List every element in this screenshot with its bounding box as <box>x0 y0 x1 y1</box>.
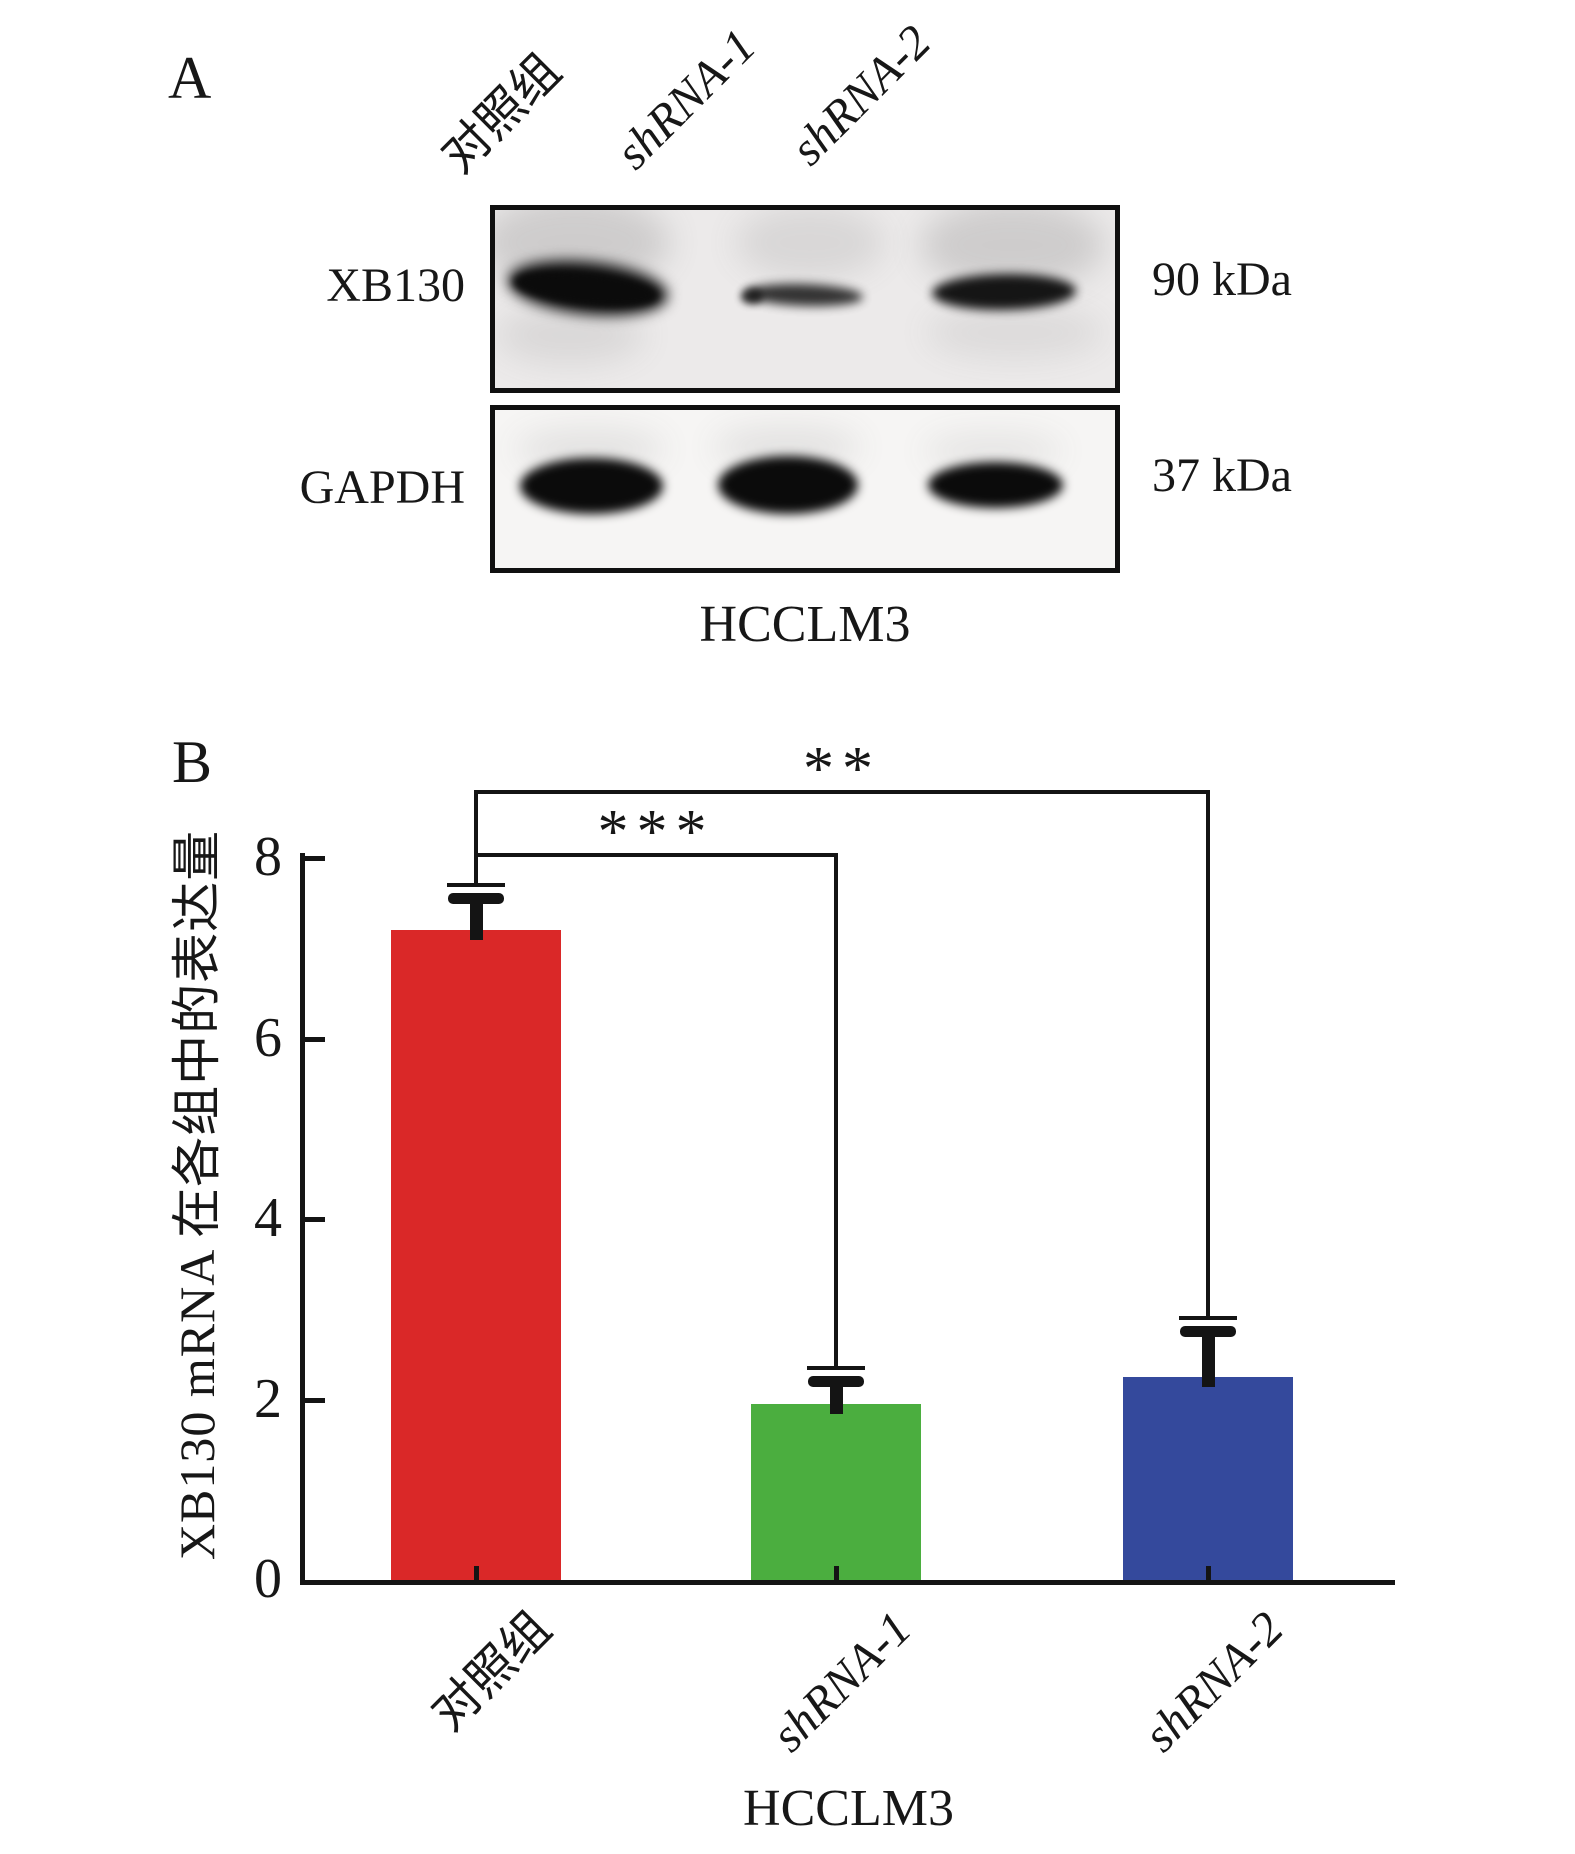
band-gapdh-shrna1 <box>718 456 858 514</box>
y-tick-label-2: 2 <box>254 1367 282 1430</box>
cell-line-label-panel-b: HCCLM3 <box>743 1780 954 1837</box>
western-blot-xb130 <box>490 205 1120 393</box>
weight-label-90kda: 90 kDa <box>1152 253 1292 306</box>
y-tick-6 <box>305 1036 325 1042</box>
panel-b-label: B <box>172 729 213 795</box>
x-tick-0 <box>474 1566 479 1580</box>
error-cap-thick-2 <box>1180 1326 1236 1338</box>
western-blot-gapdh <box>490 405 1120 573</box>
error-cap-thick-0 <box>448 893 504 905</box>
y-tick-label-4: 4 <box>254 1187 282 1249</box>
error-cap-thin-0 <box>447 883 505 888</box>
y-tick-label-0: 0 <box>254 1548 282 1610</box>
error-cap-thick-1 <box>808 1375 864 1387</box>
cell-line-label-panel-a: HCCLM3 <box>699 596 911 653</box>
y-tick-8 <box>305 856 325 861</box>
weight-label-37kda: 37 kDa <box>1152 449 1292 502</box>
error-cap-thin-2 <box>1179 1316 1237 1321</box>
blot-smudge <box>925 305 1105 360</box>
protein-label-gapdh: GAPDH <box>299 461 465 514</box>
protein-label-xb130: XB130 <box>326 259 465 312</box>
sig-drop-left-1 <box>474 794 478 884</box>
band-xb130-shrna1-dot <box>741 289 763 304</box>
bar-shRNA-1 <box>751 1404 921 1580</box>
x-tick-2 <box>1206 1566 1211 1580</box>
band-gapdh-shrna2 <box>928 462 1063 508</box>
sig-drop-right-1 <box>1206 794 1210 1317</box>
bar-shRNA-2 <box>1123 1376 1293 1580</box>
y-tick-4 <box>305 1217 325 1222</box>
y-tick-label-8: 8 <box>254 826 282 888</box>
panel-a-label: A <box>168 45 212 111</box>
x-axis-line <box>300 1580 1395 1585</box>
error-whisker-0 <box>470 904 483 941</box>
sig-label-0: *** <box>597 798 715 867</box>
sig-line-1 <box>474 790 1210 795</box>
bar-对照组 <box>391 930 561 1580</box>
error-whisker-1 <box>830 1386 843 1414</box>
sig-label-1: ** <box>803 735 881 804</box>
sig-line-0 <box>474 853 838 858</box>
x-tick-1 <box>834 1566 839 1580</box>
category-label-1: shRNA-1 <box>761 1601 922 1762</box>
error-cap-thin-1 <box>807 1365 865 1370</box>
category-label-0: 对照组 <box>422 1601 562 1742</box>
blot-smudge <box>735 210 885 280</box>
y-axis-line <box>300 853 305 1580</box>
category-label-2: shRNA-2 <box>1133 1601 1294 1762</box>
y-tick-2 <box>305 1397 325 1403</box>
sig-drop-right-0 <box>834 857 838 1366</box>
error-whisker-2 <box>1202 1337 1215 1387</box>
y-tick-label-6: 6 <box>254 1006 282 1069</box>
band-gapdh-control <box>520 458 663 514</box>
